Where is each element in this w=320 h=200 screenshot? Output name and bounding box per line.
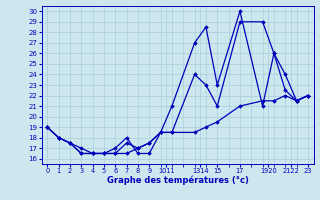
X-axis label: Graphe des températures (°c): Graphe des températures (°c)	[107, 176, 249, 185]
